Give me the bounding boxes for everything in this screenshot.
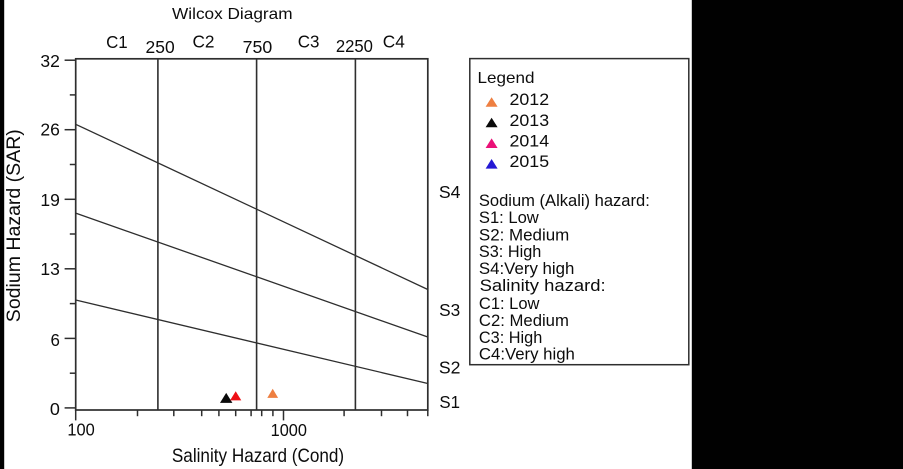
svg-text:32: 32: [40, 51, 60, 71]
svg-text:Sodium Hazard (SAR): Sodium Hazard (SAR): [4, 129, 25, 322]
svg-text:C3: C3: [298, 32, 320, 52]
svg-text:Wilcox Diagram: Wilcox Diagram: [172, 6, 293, 23]
svg-text:S1: Low: S1: Low: [479, 209, 539, 227]
svg-text:C1: Low: C1: Low: [479, 295, 540, 313]
svg-text:S1: S1: [439, 392, 460, 412]
svg-text:19: 19: [40, 190, 60, 210]
svg-text:S4:Very high: S4:Very high: [479, 260, 574, 278]
svg-text:S4: S4: [439, 182, 461, 202]
svg-text:100: 100: [67, 420, 95, 440]
svg-text:C2: Medium: C2: Medium: [479, 312, 569, 330]
svg-text:0: 0: [50, 399, 60, 419]
svg-text:S2: S2: [439, 358, 461, 378]
svg-text:6: 6: [51, 330, 60, 350]
svg-text:Salinity hazard:: Salinity hazard:: [480, 277, 606, 295]
svg-text:S3: High: S3: High: [479, 243, 541, 261]
svg-text:C4: C4: [383, 31, 405, 51]
svg-text:Legend: Legend: [478, 70, 535, 87]
svg-text:C1: C1: [106, 32, 128, 52]
svg-text:2014: 2014: [510, 131, 550, 150]
svg-text:13: 13: [40, 259, 60, 279]
svg-text:C3: High: C3: High: [479, 329, 542, 347]
svg-text:2012: 2012: [510, 90, 550, 109]
svg-text:1000: 1000: [271, 420, 308, 440]
svg-text:250: 250: [146, 37, 175, 57]
svg-text:2013: 2013: [510, 111, 550, 130]
svg-text:Salinity Hazard (Cond): Salinity Hazard (Cond): [172, 445, 344, 467]
svg-text:S3: S3: [439, 300, 460, 320]
svg-text:750: 750: [243, 37, 273, 57]
svg-text:C4:Very high: C4:Very high: [479, 345, 575, 363]
svg-text:C2: C2: [193, 32, 215, 52]
svg-text:Sodium (Alkali) hazard:: Sodium (Alkali) hazard:: [479, 192, 650, 210]
svg-text:S2: Medium: S2: Medium: [479, 227, 569, 245]
svg-text:26: 26: [40, 120, 60, 140]
svg-text:2015: 2015: [510, 152, 550, 171]
svg-text:2250: 2250: [336, 36, 373, 56]
